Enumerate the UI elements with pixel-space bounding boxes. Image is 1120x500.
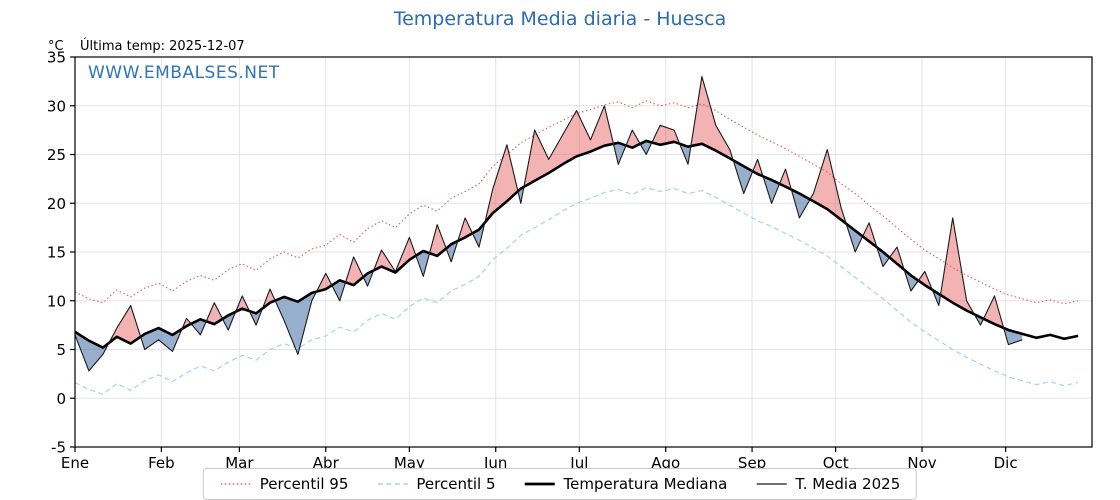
svg-text:May: May — [394, 454, 425, 472]
y-axis-unit-label: °C — [48, 39, 64, 54]
svg-text:Abr: Abr — [313, 454, 340, 472]
svg-text:Ene: Ene — [61, 454, 89, 472]
svg-text:5: 5 — [56, 341, 66, 359]
legend-label-percentil-5: Percentil 5 — [416, 475, 496, 493]
svg-text:Jun: Jun — [483, 454, 507, 472]
legend-item-mediana: Temperatura Mediana — [523, 475, 727, 493]
legend-label-t-media-2025: T. Media 2025 — [795, 475, 901, 493]
legend-item-t-media-2025: T. Media 2025 — [755, 475, 900, 493]
svg-text:-5: -5 — [51, 439, 66, 457]
svg-text:25: 25 — [47, 146, 66, 164]
svg-text:Jul: Jul — [569, 454, 588, 472]
svg-text:20: 20 — [47, 195, 66, 213]
svg-text:0: 0 — [56, 390, 66, 408]
svg-text:30: 30 — [47, 97, 66, 115]
svg-text:15: 15 — [47, 244, 66, 262]
percentil-95-line-swatch — [220, 483, 251, 485]
last-temp-label: Última temp: 2025-12-07 — [80, 39, 245, 54]
svg-text:Mar: Mar — [225, 454, 254, 472]
chart-title: Temperatura Media diaria - Huesca — [393, 8, 727, 30]
mediana-line-swatch — [524, 482, 555, 486]
legend-item-percentil-5: Percentil 5 — [376, 475, 495, 493]
svg-text:Feb: Feb — [148, 454, 175, 472]
svg-text:Oct: Oct — [823, 454, 849, 472]
legend-label-percentil-95: Percentil 95 — [259, 475, 349, 493]
percentil-5-line-swatch — [377, 483, 408, 485]
svg-text:10: 10 — [47, 292, 66, 310]
svg-text:35: 35 — [47, 49, 66, 67]
t-media-2025-line-swatch — [756, 483, 787, 485]
svg-text:Ago: Ago — [651, 454, 680, 472]
svg-text:Sep: Sep — [738, 454, 766, 472]
chart-legend: Percentil 95 Percentil 5 Temperatura Med… — [202, 468, 918, 500]
watermark-text: WWW.EMBALSES.NET — [88, 63, 280, 83]
svg-text:Dic: Dic — [994, 454, 1018, 472]
legend-label-mediana: Temperatura Mediana — [563, 475, 728, 493]
legend-item-percentil-95: Percentil 95 — [220, 475, 349, 493]
svg-text:Nov: Nov — [907, 454, 936, 472]
